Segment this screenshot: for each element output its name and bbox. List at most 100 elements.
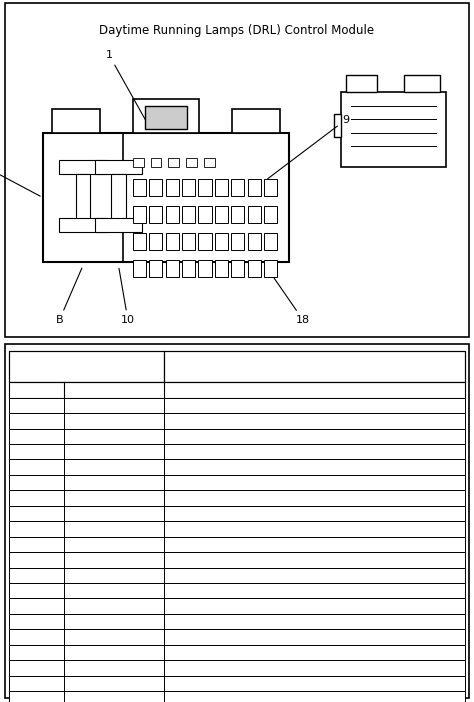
Bar bbox=[111, 173, 126, 221]
Bar bbox=[133, 260, 146, 277]
Text: Wire Color: Wire Color bbox=[83, 385, 145, 395]
Bar bbox=[9, 568, 465, 583]
Text: High Beam/Flash Signal: High Beam/Flash Signal bbox=[256, 632, 373, 642]
Bar bbox=[334, 114, 341, 137]
Text: 11: 11 bbox=[31, 585, 43, 596]
Bar bbox=[9, 382, 465, 397]
Bar bbox=[9, 397, 465, 413]
Bar bbox=[215, 260, 228, 277]
Text: •  WHT: • WHT bbox=[183, 366, 218, 377]
Text: 4: 4 bbox=[34, 477, 40, 488]
Bar bbox=[149, 260, 162, 277]
Text: 9: 9 bbox=[268, 114, 350, 179]
Text: RD: RD bbox=[107, 493, 121, 503]
Text: —: — bbox=[109, 647, 119, 658]
Text: 18: 18 bbox=[267, 268, 310, 326]
Text: Ignition Voltage: Ignition Voltage bbox=[276, 570, 353, 581]
Text: RD: RD bbox=[107, 462, 121, 472]
Bar bbox=[9, 351, 465, 382]
Text: 15: 15 bbox=[31, 647, 43, 658]
Bar bbox=[9, 599, 465, 614]
Text: Headlamps ON Indicator Control: Headlamps ON Indicator Control bbox=[236, 462, 393, 472]
Bar bbox=[9, 645, 465, 661]
Text: Headlamp Relay Control: Headlamp Relay Control bbox=[255, 477, 374, 488]
Bar bbox=[264, 233, 277, 250]
Text: GN/WH: GN/WH bbox=[97, 616, 132, 627]
Bar bbox=[9, 676, 465, 691]
Text: 18: 18 bbox=[31, 694, 43, 702]
Text: Not Used: Not Used bbox=[292, 647, 337, 658]
Bar bbox=[165, 206, 179, 223]
Text: Brake Signal: Brake Signal bbox=[284, 539, 345, 550]
Text: 17: 17 bbox=[31, 678, 43, 689]
Text: Ground: Ground bbox=[296, 524, 332, 534]
Text: Park Brake Switch Signal: Park Brake Switch Signal bbox=[254, 555, 375, 565]
Bar bbox=[215, 179, 228, 196]
Text: DIM Relay Control: DIM Relay Control bbox=[271, 585, 358, 596]
Bar bbox=[9, 413, 465, 428]
Bar bbox=[52, 109, 100, 133]
Text: YE: YE bbox=[108, 508, 120, 519]
Bar bbox=[231, 179, 245, 196]
Text: Pin: Pin bbox=[27, 385, 46, 395]
Text: 10: 10 bbox=[31, 570, 43, 581]
Text: Ambient Light Sensor Ground: Ambient Light Sensor Ground bbox=[242, 663, 386, 673]
Bar bbox=[231, 260, 245, 277]
Bar bbox=[182, 179, 195, 196]
Bar bbox=[231, 206, 245, 223]
Text: GN/RD: GN/RD bbox=[98, 663, 130, 673]
Text: RD/WH: RD/WH bbox=[97, 570, 131, 581]
Bar bbox=[9, 490, 465, 505]
Bar bbox=[204, 159, 215, 167]
Text: WH/RD: WH/RD bbox=[97, 585, 131, 596]
Text: RD/BK: RD/BK bbox=[99, 555, 129, 565]
Text: Ambient Light Sensor Signal: Ambient Light Sensor Signal bbox=[245, 678, 383, 689]
Text: 1: 1 bbox=[34, 431, 40, 442]
Bar bbox=[346, 75, 377, 92]
Bar bbox=[149, 206, 162, 223]
Bar bbox=[182, 233, 195, 250]
Bar bbox=[95, 218, 142, 232]
Bar bbox=[186, 159, 197, 167]
Text: WH/BK: WH/BK bbox=[98, 416, 131, 426]
Text: RD/WH: RD/WH bbox=[97, 632, 131, 642]
Bar bbox=[215, 233, 228, 250]
Bar bbox=[149, 233, 162, 250]
Bar bbox=[164, 351, 465, 382]
Bar bbox=[9, 505, 465, 521]
Bar bbox=[133, 159, 144, 167]
Text: 1: 1 bbox=[106, 50, 146, 120]
Bar bbox=[199, 179, 211, 196]
Text: Fog Lamp Relay Control: Fog Lamp Relay Control bbox=[256, 446, 373, 457]
Text: Park Lamps Signal: Park Lamps Signal bbox=[269, 616, 359, 627]
Bar bbox=[199, 233, 211, 250]
Text: B: B bbox=[55, 268, 82, 326]
Bar bbox=[231, 233, 245, 250]
Bar bbox=[9, 351, 164, 382]
Bar bbox=[149, 179, 162, 196]
Bar bbox=[264, 260, 277, 277]
Text: Headlamps ON/Low Beam Position: Headlamps ON/Low Beam Position bbox=[230, 493, 399, 503]
Bar bbox=[9, 428, 465, 444]
Bar bbox=[264, 206, 277, 223]
Text: 6: 6 bbox=[34, 508, 40, 519]
Text: 12: 12 bbox=[31, 601, 43, 611]
Bar bbox=[165, 233, 179, 250]
Text: GN/BK: GN/BK bbox=[99, 601, 130, 611]
Bar bbox=[59, 218, 107, 232]
Text: A: A bbox=[0, 162, 40, 196]
Text: •  90980-12034: • 90980-12034 bbox=[183, 355, 260, 365]
Text: Low Beam Control: Low Beam Control bbox=[270, 400, 359, 411]
Text: RD/BK: RD/BK bbox=[99, 431, 129, 442]
Bar bbox=[151, 159, 161, 167]
Bar bbox=[247, 206, 261, 223]
Text: A: A bbox=[34, 400, 40, 411]
Text: GN/OR: GN/OR bbox=[98, 678, 130, 689]
Bar bbox=[133, 179, 146, 196]
Text: Ambient Light Sensor Supply Voltage: Ambient Light Sensor Supply Voltage bbox=[224, 694, 405, 702]
Bar bbox=[165, 179, 179, 196]
Bar bbox=[9, 691, 465, 702]
Bar bbox=[247, 179, 261, 196]
Bar bbox=[264, 179, 277, 196]
Bar bbox=[341, 92, 446, 167]
